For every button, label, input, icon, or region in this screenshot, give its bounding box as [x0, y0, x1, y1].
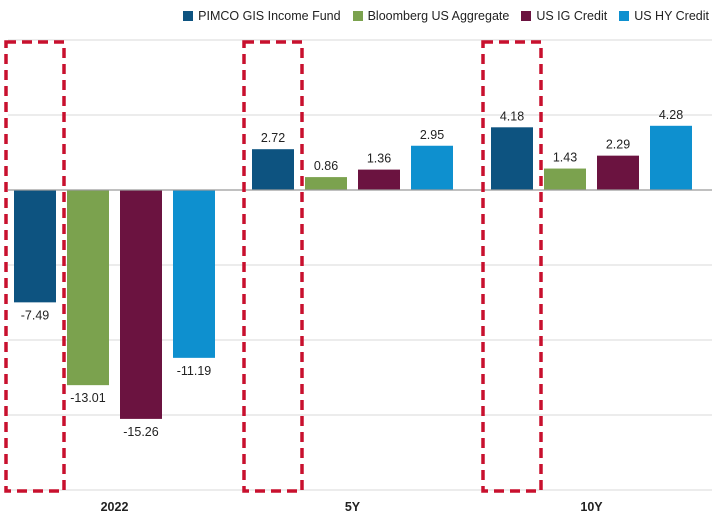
legend-item-bloomberg: Bloomberg US Aggregate: [352, 9, 510, 23]
data-label: 0.86: [314, 159, 338, 173]
bar: [491, 127, 533, 190]
legend-label-pimco: PIMCO GIS Income Fund: [198, 9, 341, 23]
chart-legend: PIMCO GIS Income Fund Bloomberg US Aggre…: [183, 9, 709, 23]
legend-label-ig-credit: US IG Credit: [536, 9, 608, 23]
bar: [411, 145, 453, 190]
bar: [67, 190, 109, 386]
bar: [544, 168, 586, 190]
highlight-box: [4, 40, 66, 493]
legend-label-hy-credit: US HY Credit: [634, 9, 709, 23]
bar: [650, 125, 692, 190]
data-label: 4.18: [500, 109, 524, 123]
highlight-box: [242, 40, 304, 493]
data-label: 1.43: [553, 151, 577, 165]
legend-label-bloomberg: Bloomberg US Aggregate: [367, 9, 510, 23]
legend-swatch-bloomberg: [352, 11, 363, 21]
bar: [597, 155, 639, 190]
data-label: -11.19: [177, 364, 212, 378]
data-label: 4.28: [659, 108, 683, 122]
legend-item-hy-credit: US HY Credit: [619, 9, 709, 23]
x-tick-label: 10Y: [580, 500, 603, 514]
legend-swatch-hy-credit: [619, 11, 630, 21]
data-label: -13.01: [70, 391, 105, 405]
bar: [120, 190, 162, 419]
x-tick-label: 5Y: [345, 500, 361, 514]
data-label: -7.49: [21, 308, 50, 322]
bar: [358, 169, 400, 190]
legend-swatch-ig-credit: [521, 11, 532, 21]
x-tick-label: 2022: [101, 500, 129, 514]
data-label: 2.72: [261, 131, 285, 145]
legend-item-pimco: PIMCO GIS Income Fund: [183, 9, 341, 23]
bar: [173, 190, 215, 358]
data-label: 2.29: [606, 138, 630, 152]
data-label: -15.26: [123, 425, 158, 439]
bar: [252, 149, 294, 190]
legend-item-ig-credit: US IG Credit: [521, 9, 607, 23]
data-label: 1.36: [367, 152, 391, 166]
bar: [14, 190, 56, 303]
bar: [305, 177, 347, 190]
legend-swatch-pimco: [183, 11, 194, 21]
data-label: 2.95: [420, 128, 444, 142]
highlight-box: [481, 40, 543, 493]
